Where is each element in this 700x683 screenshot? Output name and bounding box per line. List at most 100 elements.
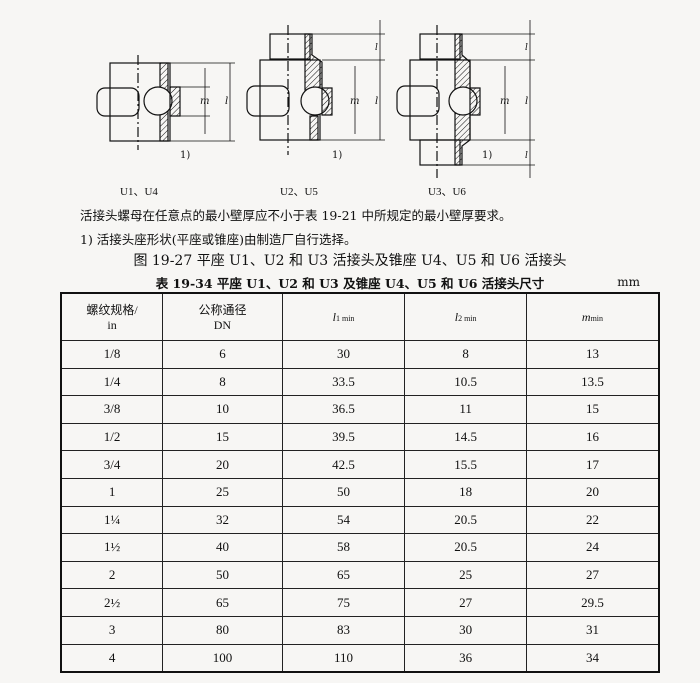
table-caption: 表 19-34 平座 U1、U2 和 U3 及锥座 U4、U5 和 U6 活接头… — [155, 276, 545, 291]
table-row: 2 50 65 25 27 — [60, 560, 660, 590]
cell-l2-min: 25 — [404, 560, 527, 590]
cell-nominal-size: 40 — [162, 533, 283, 562]
cell-l2-min: 20.5 — [404, 505, 527, 535]
table-row: 1/4 8 33.5 10.5 13.5 — [60, 367, 660, 397]
svg-text:l: l — [525, 43, 528, 53]
cell-l1-min: 33.5 — [281, 367, 406, 397]
table-unit: mm — [617, 275, 640, 289]
cell-l1-min: 30 — [281, 340, 406, 369]
cell-l2-min: 11 — [404, 395, 527, 424]
cell-nominal-size: 65 — [162, 588, 283, 617]
svg-text:l: l — [375, 96, 378, 107]
cell-l1-min: 58 — [281, 533, 406, 562]
cell-l1-min: 54 — [281, 505, 406, 535]
svg-text:m: m — [350, 96, 359, 107]
cell-l2-min: 27 — [404, 588, 527, 617]
cell-thread-size: 1/4 — [60, 367, 164, 397]
cell-nominal-size: 80 — [162, 615, 283, 645]
table-row: 1/8 6 30 8 13 — [60, 340, 660, 369]
cell-l1-min: 50 — [281, 477, 406, 507]
header-l1-sub: 1 min — [335, 313, 355, 323]
header-thread-size: 螺纹规格/in — [60, 292, 164, 341]
header-l2-sub: 2 min — [458, 313, 477, 323]
cell-thread-size: 3/8 — [60, 395, 164, 424]
svg-text:l: l — [525, 96, 528, 107]
cell-m-min: 17 — [525, 450, 660, 479]
header-m-min: mmin — [525, 292, 660, 341]
cell-nominal-size: 25 — [162, 477, 283, 507]
table-row: 1½ 40 58 20.5 24 — [60, 533, 660, 562]
svg-text:m: m — [200, 96, 209, 107]
header-thread-size-line2: in — [107, 318, 117, 332]
cell-thread-size: 2 — [60, 560, 164, 590]
cell-l2-min: 15.5 — [404, 450, 527, 479]
cell-nominal-size: 15 — [162, 422, 283, 452]
header-m-sub: min — [590, 313, 604, 323]
cell-m-min: 34 — [525, 643, 660, 673]
cell-nominal-size: 8 — [162, 367, 283, 397]
header-l2-min: l2 min — [404, 292, 527, 341]
cell-m-min: 20 — [525, 477, 660, 507]
cell-thread-size: 1/2 — [60, 422, 164, 452]
table-row: 3 80 83 30 31 — [60, 615, 660, 645]
cell-m-min: 13 — [525, 340, 660, 369]
header-m-symbol: m — [581, 309, 591, 324]
cell-thread-size: 4 — [60, 643, 164, 673]
cell-m-min: 27 — [525, 560, 660, 590]
cell-thread-size: 1 — [60, 477, 164, 507]
cell-m-min: 16 — [525, 422, 660, 452]
cell-m-min: 29.5 — [525, 588, 660, 617]
note-wall-thickness: 活接头螺母在任意点的最小壁厚应不小于表 19-21 中所规定的最小壁厚要求。 — [80, 208, 512, 223]
cell-thread-size: 3/4 — [60, 450, 164, 479]
cell-m-min: 31 — [525, 615, 660, 645]
cell-l1-min: 36.5 — [281, 395, 406, 424]
figure-u2-u5: l m l 1) — [246, 20, 385, 161]
svg-text:l: l — [225, 96, 228, 107]
cell-l1-min: 110 — [281, 643, 406, 673]
cell-nominal-size: 20 — [162, 450, 283, 479]
figure-u3-u6: l m l l 1) — [396, 20, 535, 178]
cell-nominal-size: 6 — [162, 340, 283, 369]
cell-thread-size: 3 — [60, 615, 164, 645]
table-row: 1/2 15 39.5 14.5 16 — [60, 422, 660, 452]
cell-l1-min: 65 — [281, 560, 406, 590]
figure-label-u2-u5: U2、U5 — [280, 186, 318, 198]
cell-l1-min: 42.5 — [281, 450, 406, 479]
table-row: 3/8 10 36.5 11 15 — [60, 395, 660, 424]
svg-text:m: m — [500, 96, 509, 107]
cell-l2-min: 36 — [404, 643, 527, 673]
header-nominal-size-line2: DN — [213, 318, 232, 332]
cell-thread-size: 1¼ — [60, 505, 164, 535]
cell-thread-size: 1½ — [60, 533, 164, 562]
cell-m-min: 22 — [525, 505, 660, 535]
header-thread-size-line1: 螺纹规格/ — [86, 303, 138, 317]
table-header-row: 螺纹规格/in 公称通径 DN l1 min l2 min mmin — [60, 292, 660, 341]
cell-thread-size: 1/8 — [60, 340, 164, 369]
figure-label-u3-u6: U3、U6 — [428, 186, 466, 198]
table-row: 2½ 65 75 27 29.5 — [60, 588, 660, 617]
svg-text:l: l — [525, 151, 528, 161]
header-nominal-size-line1: 公称通径 — [198, 303, 247, 317]
figure-caption: 图 19-27 平座 U1、U2 和 U3 活接头及锥座 U4、U5 和 U6 … — [133, 253, 567, 269]
figure-label-u1-u4: U1、U4 — [120, 186, 158, 198]
cell-l2-min: 18 — [404, 477, 527, 507]
union-figures: m l 1) l m l 1) l — [96, 20, 535, 178]
cell-l2-min: 20.5 — [404, 533, 527, 562]
table-row: 1¼ 32 54 20.5 22 — [60, 505, 660, 535]
cell-thread-size: 2½ — [60, 588, 164, 617]
cell-m-min: 15 — [525, 395, 660, 424]
dimensions-table: 螺纹规格/in 公称通径 DN l1 min l2 min mmin 1/8 6 30… — [60, 292, 660, 674]
cell-m-min: 13.5 — [525, 367, 660, 397]
svg-text:l: l — [375, 43, 378, 53]
svg-text:1): 1) — [482, 150, 492, 161]
header-l1-min: l1 min — [281, 292, 406, 341]
cell-nominal-size: 100 — [162, 643, 283, 673]
table-row: 1 25 50 18 20 — [60, 477, 660, 507]
cell-nominal-size: 50 — [162, 560, 283, 590]
cell-l2-min: 14.5 — [404, 422, 527, 452]
cell-l2-min: 30 — [404, 615, 527, 645]
cell-l1-min: 83 — [281, 615, 406, 645]
cell-nominal-size: 32 — [162, 505, 283, 535]
cell-l2-min: 8 — [404, 340, 527, 369]
cell-l2-min: 10.5 — [404, 367, 527, 397]
